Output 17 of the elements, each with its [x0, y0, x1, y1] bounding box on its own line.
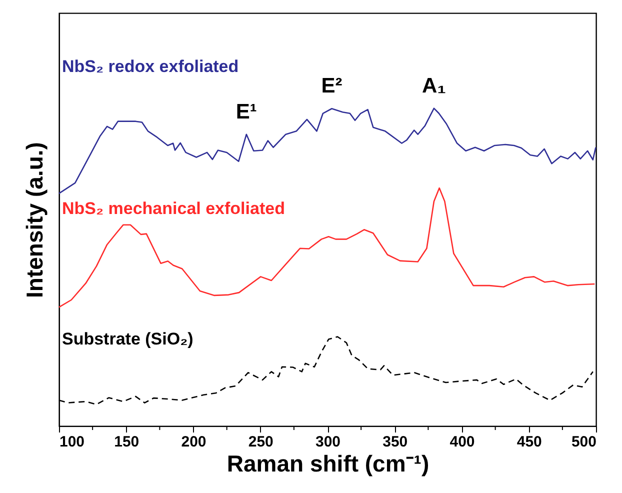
annotation: E²: [321, 74, 342, 98]
x-tick-label: 400: [450, 434, 475, 450]
x-tick-label: 450: [516, 434, 542, 450]
text: Substrate (SiO₂): [62, 329, 194, 348]
annotation: E¹: [236, 100, 257, 124]
x-tick-label: 200: [181, 434, 206, 450]
x-tick-label: 300: [315, 434, 341, 450]
annotation: A₁: [422, 74, 446, 98]
x-tick-label: 150: [114, 434, 140, 450]
x-tick-label: 500: [571, 434, 596, 450]
x-tick-label: 100: [60, 434, 85, 450]
y-axis-title: Intensity (a.u.): [22, 142, 48, 298]
x-tick-label: 250: [248, 434, 274, 450]
x-axis-title: Raman shift (cm⁻¹): [226, 450, 430, 476]
text: NbS₂ redox exfoliated: [62, 57, 239, 76]
series-label: NbS₂ mechanical exfoliated: [62, 199, 285, 218]
x-tick-label: 350: [382, 434, 408, 450]
